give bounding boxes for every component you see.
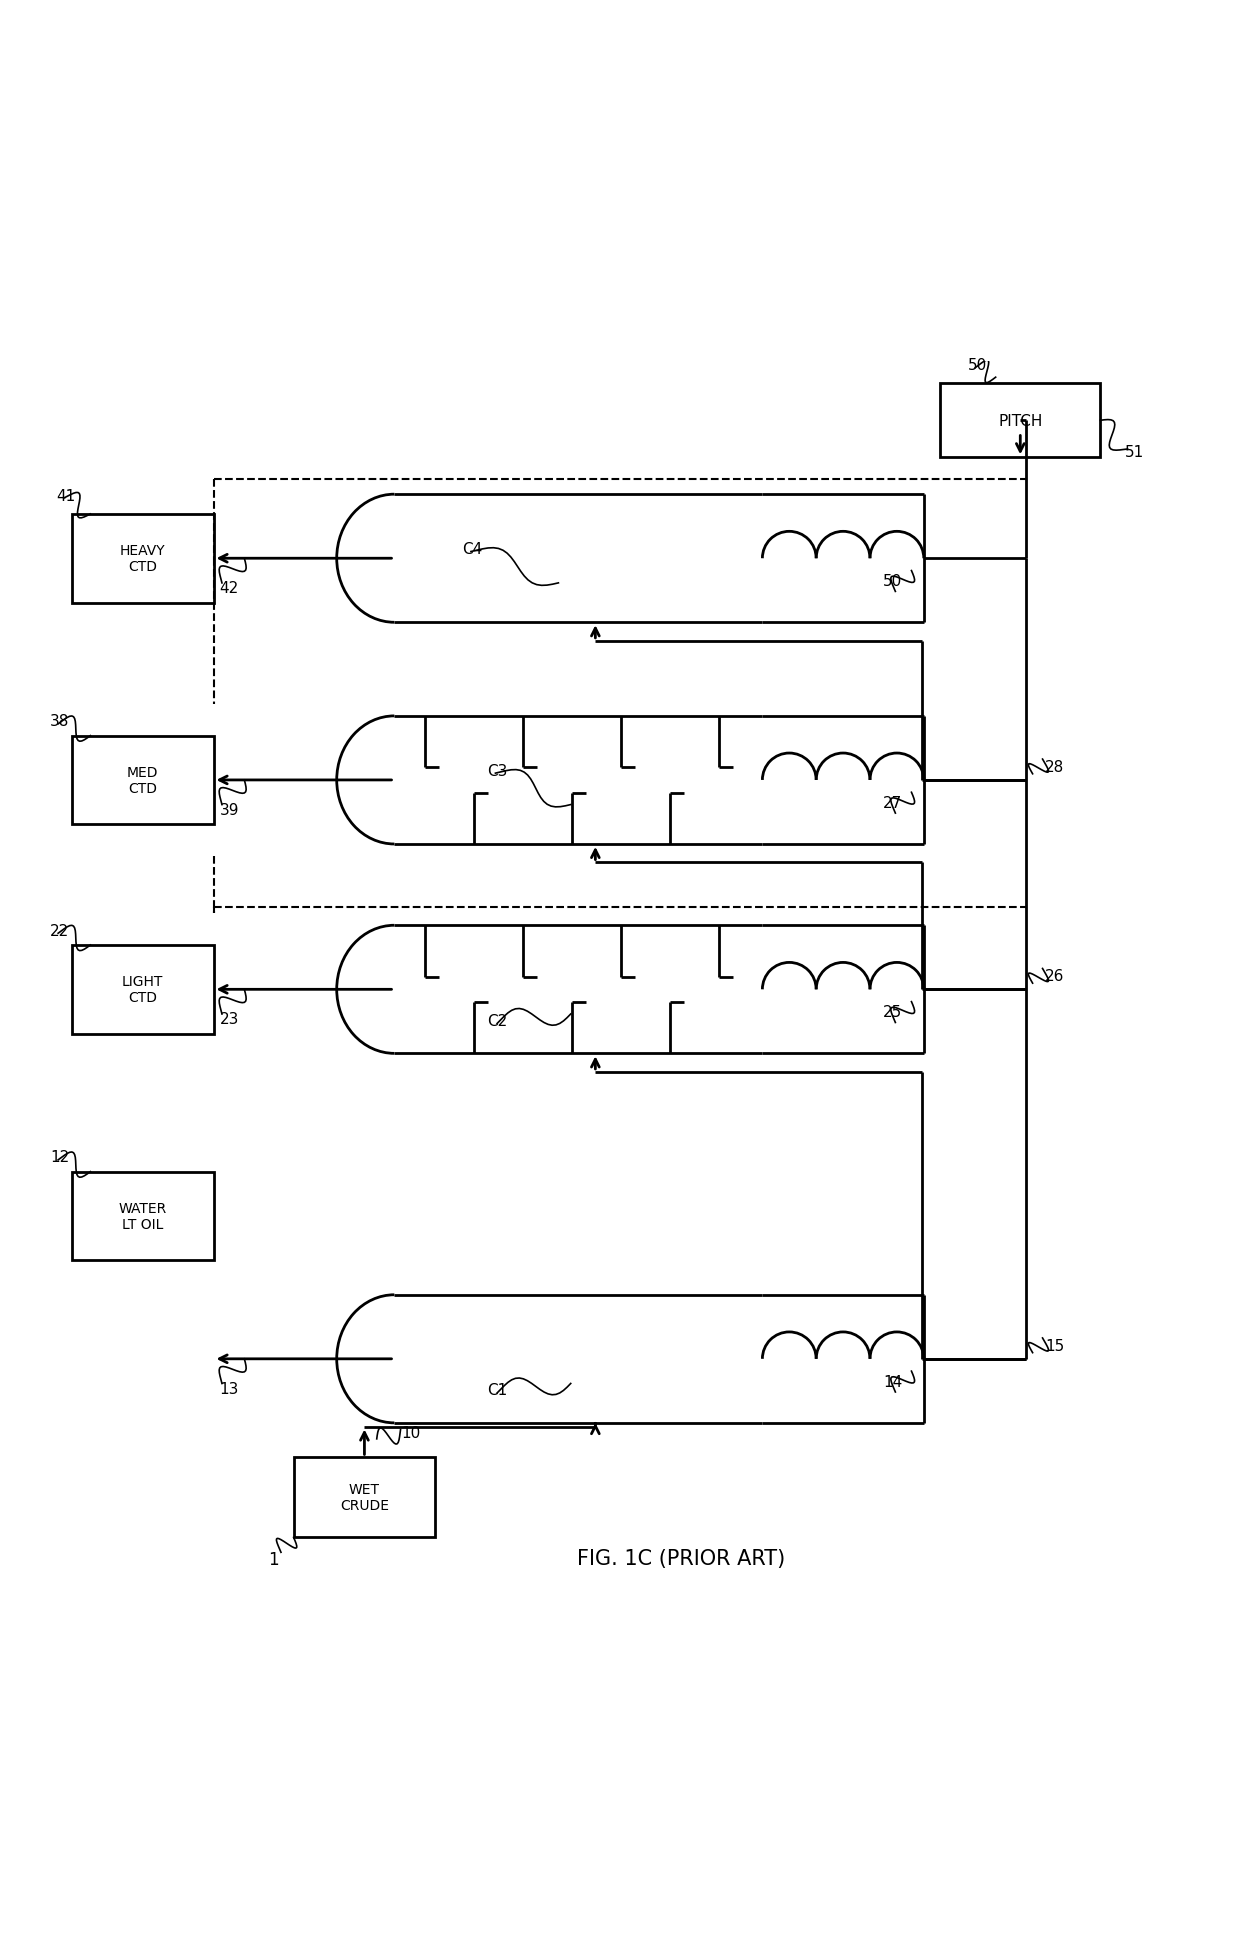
Text: 15: 15: [1045, 1337, 1064, 1353]
Text: 27: 27: [883, 796, 903, 809]
Text: 42: 42: [219, 581, 239, 596]
Text: C3: C3: [486, 762, 507, 778]
Text: WET
CRUDE: WET CRUDE: [340, 1482, 389, 1513]
Text: 38: 38: [50, 714, 69, 729]
Text: 50: 50: [967, 358, 987, 373]
Text: HEAVY
CTD: HEAVY CTD: [120, 543, 166, 575]
Text: 12: 12: [50, 1150, 69, 1165]
FancyBboxPatch shape: [294, 1458, 435, 1539]
Text: 23: 23: [219, 1013, 239, 1026]
Text: 25: 25: [883, 1005, 903, 1021]
Text: 13: 13: [219, 1382, 239, 1396]
Text: 10: 10: [402, 1425, 420, 1441]
Text: 1: 1: [268, 1550, 279, 1568]
Text: C4: C4: [463, 542, 482, 557]
Text: MED
CTD: MED CTD: [126, 766, 159, 796]
FancyBboxPatch shape: [72, 737, 213, 825]
Text: 41: 41: [56, 489, 76, 504]
Text: WATER
LT OIL: WATER LT OIL: [119, 1200, 167, 1232]
Text: 39: 39: [219, 804, 239, 817]
FancyBboxPatch shape: [72, 946, 213, 1034]
Text: 26: 26: [1045, 968, 1064, 983]
Text: 51: 51: [1125, 444, 1145, 459]
Text: PITCH: PITCH: [998, 414, 1043, 428]
FancyBboxPatch shape: [72, 514, 213, 604]
Text: 50: 50: [883, 573, 903, 588]
Text: FIG. 1C (PRIOR ART): FIG. 1C (PRIOR ART): [578, 1548, 786, 1568]
Text: C2: C2: [487, 1013, 507, 1028]
FancyBboxPatch shape: [940, 383, 1100, 457]
FancyBboxPatch shape: [72, 1171, 213, 1261]
Text: 14: 14: [883, 1374, 903, 1388]
Text: C1: C1: [487, 1382, 507, 1398]
Text: 28: 28: [1045, 759, 1064, 774]
Text: 22: 22: [50, 923, 69, 938]
Text: LIGHT
CTD: LIGHT CTD: [122, 976, 164, 1005]
